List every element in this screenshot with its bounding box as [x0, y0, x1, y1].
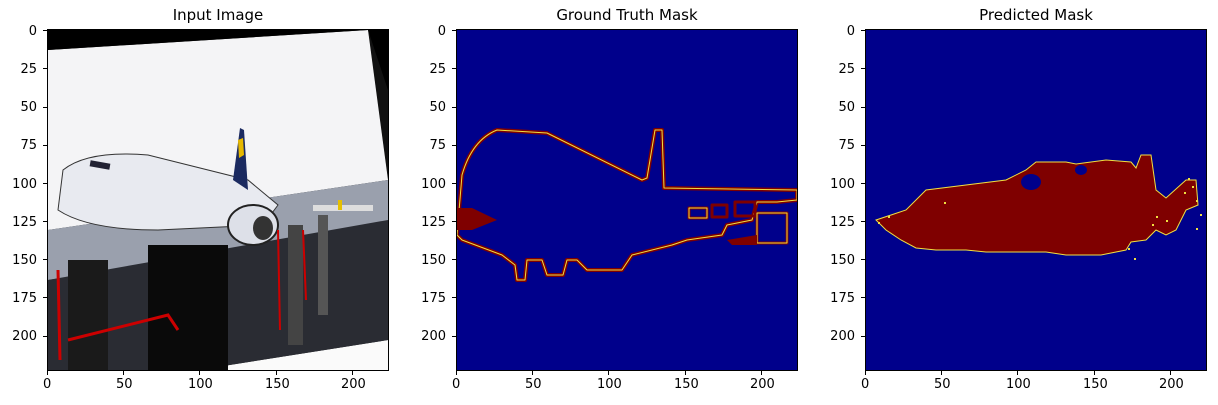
- y-tickmark: [861, 259, 865, 260]
- y-tickmark: [43, 145, 47, 146]
- panel-title: Predicted Mask: [979, 6, 1093, 24]
- y-tickmark: [861, 30, 865, 31]
- y-tickmark: [43, 68, 47, 69]
- y-tick-label: 50: [20, 100, 37, 115]
- ground-truth-mask: [456, 29, 798, 371]
- y-tickmark: [861, 297, 865, 298]
- x-tick-label: 0: [452, 377, 461, 392]
- y-tick-label: 0: [437, 24, 446, 39]
- y-tickmark: [861, 221, 865, 222]
- y-tick-label: 175: [421, 291, 446, 306]
- y-tick-label: 50: [838, 100, 855, 115]
- y-tick-label: 25: [20, 62, 37, 77]
- y-tick-label: 0: [28, 24, 37, 39]
- x-tickmark: [47, 371, 48, 375]
- x-tickmark: [276, 371, 277, 375]
- y-tick-label: 75: [838, 138, 855, 153]
- y-tickmark: [43, 183, 47, 184]
- x-tick-label: 150: [265, 377, 290, 392]
- y-tickmark: [43, 221, 47, 222]
- panel-title: Ground Truth Mask: [556, 6, 698, 24]
- y-tick-label: 100: [421, 177, 446, 192]
- y-tickmark: [43, 107, 47, 108]
- x-tick-label: 150: [674, 377, 699, 392]
- y-tickmark: [861, 336, 865, 337]
- y-tickmark: [452, 183, 456, 184]
- x-tickmark: [123, 371, 124, 375]
- x-tickmark: [199, 371, 200, 375]
- x-tickmark: [1094, 371, 1095, 375]
- y-tickmark: [452, 336, 456, 337]
- input-image: [47, 29, 389, 371]
- x-tickmark: [865, 371, 866, 375]
- y-tickmark: [43, 30, 47, 31]
- y-tickmark: [452, 30, 456, 31]
- y-tick-label: 125: [12, 215, 37, 230]
- x-tick-label: 50: [116, 377, 133, 392]
- y-tick-label: 175: [12, 291, 37, 306]
- x-tickmark: [1017, 371, 1018, 375]
- x-tick-label: 100: [188, 377, 213, 392]
- y-tickmark: [861, 183, 865, 184]
- y-tickmark: [452, 221, 456, 222]
- panel-input-image: Input Image: [0, 0, 400, 405]
- y-tick-label: 200: [421, 329, 446, 344]
- y-tick-label: 125: [830, 215, 855, 230]
- y-tick-label: 100: [830, 177, 855, 192]
- x-tickmark: [352, 371, 353, 375]
- y-tick-label: 150: [830, 253, 855, 268]
- x-tick-label: 200: [1159, 377, 1184, 392]
- x-tickmark: [532, 371, 533, 375]
- y-tickmark: [43, 259, 47, 260]
- panel-title: Input Image: [172, 6, 264, 24]
- x-tickmark: [685, 371, 686, 375]
- x-tickmark: [761, 371, 762, 375]
- y-tick-label: 25: [429, 62, 446, 77]
- y-tick-label: 25: [838, 62, 855, 77]
- y-tick-label: 175: [830, 291, 855, 306]
- x-tick-label: 150: [1083, 377, 1108, 392]
- predicted-mask: [865, 29, 1207, 371]
- x-tickmark: [456, 371, 457, 375]
- y-tickmark: [861, 107, 865, 108]
- x-tickmark: [941, 371, 942, 375]
- x-tick-label: 0: [861, 377, 870, 392]
- y-tick-label: 75: [20, 138, 37, 153]
- x-tick-label: 0: [43, 377, 52, 392]
- x-tick-label: 50: [934, 377, 951, 392]
- x-tickmark: [1170, 371, 1171, 375]
- y-tickmark: [43, 336, 47, 337]
- panel-ground-truth-mask: Ground Truth Mask 0 25 50 75 10: [409, 0, 809, 405]
- y-tick-label: 200: [830, 329, 855, 344]
- y-tick-label: 125: [421, 215, 446, 230]
- y-tick-label: 50: [429, 100, 446, 115]
- x-tickmark: [608, 371, 609, 375]
- y-tick-label: 150: [421, 253, 446, 268]
- x-tick-label: 200: [341, 377, 366, 392]
- y-tickmark: [861, 145, 865, 146]
- y-tickmark: [861, 68, 865, 69]
- y-tickmark: [452, 297, 456, 298]
- x-tick-label: 100: [1006, 377, 1031, 392]
- panel-predicted-mask: Predicted Mask 0 25 50 75 100 12: [818, 0, 1218, 405]
- y-tickmark: [452, 107, 456, 108]
- y-tick-label: 100: [12, 177, 37, 192]
- x-tick-label: 200: [750, 377, 775, 392]
- y-tick-label: 200: [12, 329, 37, 344]
- y-tick-label: 150: [12, 253, 37, 268]
- y-tick-label: 0: [846, 24, 855, 39]
- y-tick-label: 75: [429, 138, 446, 153]
- y-tickmark: [452, 145, 456, 146]
- x-tick-label: 50: [525, 377, 542, 392]
- y-tickmark: [43, 297, 47, 298]
- y-tickmark: [452, 259, 456, 260]
- y-tickmark: [452, 68, 456, 69]
- x-tick-label: 100: [597, 377, 622, 392]
